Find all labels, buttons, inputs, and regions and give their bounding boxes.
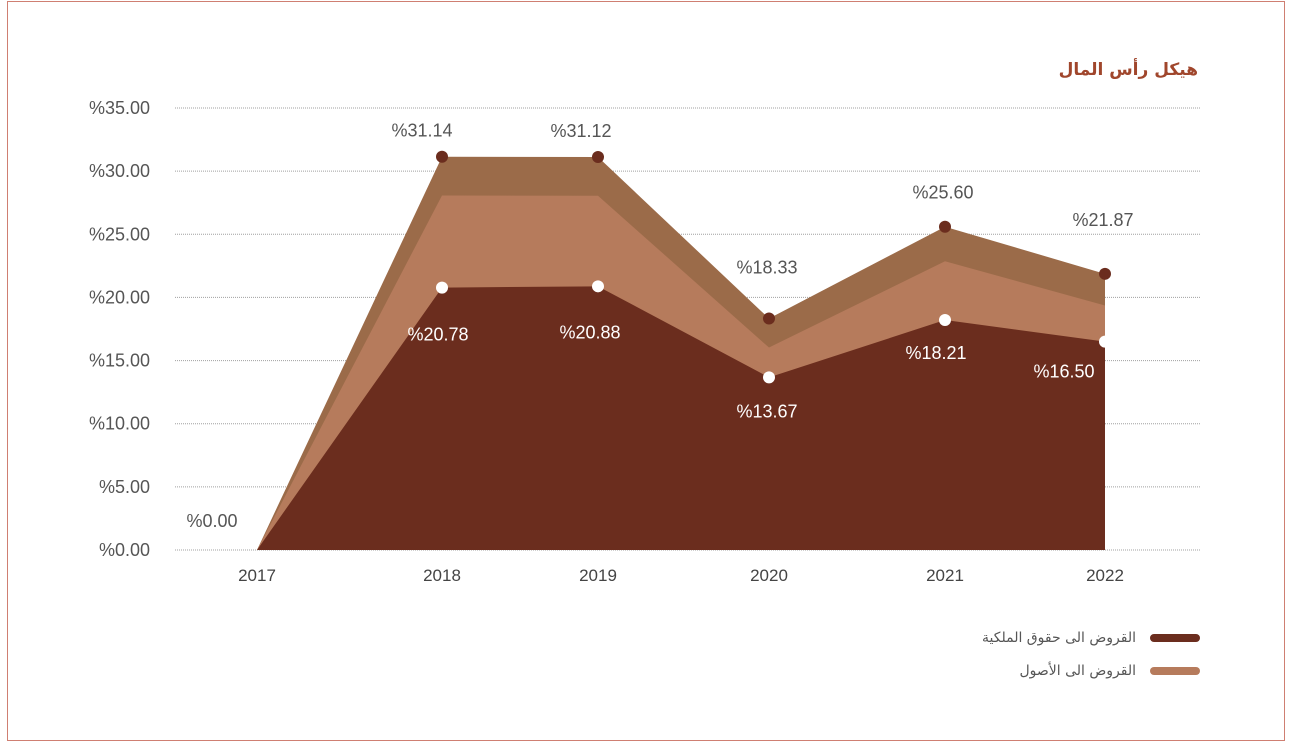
y-tick-label: %10.00: [89, 414, 150, 434]
legend-item-equity: القروض الى حقوق الملكية: [982, 630, 1200, 646]
data-label-equity: %31.12: [550, 121, 611, 141]
x-tick-label: 2018: [423, 566, 461, 585]
data-label-assets: %16.50: [1033, 362, 1094, 382]
x-tick-label: 2017: [238, 566, 276, 585]
legend-label-equity: القروض الى حقوق الملكية: [982, 630, 1136, 646]
legend-swatch-equity: [1150, 634, 1200, 642]
data-label-equity: %31.14: [391, 121, 452, 141]
y-tick-label: %15.00: [89, 351, 150, 371]
series-equity-point: [592, 150, 604, 163]
series-equity-point: [1099, 267, 1111, 280]
series-assets-point: [939, 314, 951, 327]
data-label-equity: %18.33: [736, 258, 797, 278]
series-equity-point: [763, 312, 775, 325]
series-assets-area: [257, 286, 1105, 550]
series-assets-point: [436, 281, 448, 294]
series-assets-point: [763, 371, 775, 384]
series-equity-point: [939, 220, 951, 233]
y-tick-label: %5.00: [99, 477, 150, 497]
data-label-equity: %0.00: [186, 511, 237, 531]
y-tick-label: %30.00: [89, 161, 150, 181]
y-tick-label: %20.00: [89, 287, 150, 307]
data-label-equity: %25.60: [912, 183, 973, 203]
data-label-assets: %20.88: [559, 322, 620, 342]
y-tick-label: %25.00: [89, 224, 150, 244]
data-label-assets: %18.21: [905, 343, 966, 363]
x-tick-label: 2020: [750, 566, 788, 585]
x-tick-label: 2021: [926, 566, 964, 585]
series-assets-point: [592, 280, 604, 293]
series-equity-point: [436, 150, 448, 163]
legend-label-assets: القروض الى الأصول: [1019, 663, 1136, 679]
series-assets-point: [1099, 335, 1111, 348]
legend-item-assets: القروض الى الأصول: [1019, 663, 1200, 679]
chart-title: هيكل رأس المال: [1058, 60, 1198, 80]
data-label-assets: %20.78: [407, 325, 468, 345]
x-tick-label: 2019: [579, 566, 617, 585]
y-tick-label: %0.00: [99, 540, 150, 560]
data-label-assets: %13.67: [736, 401, 797, 421]
legend-swatch-assets: [1150, 667, 1200, 675]
y-tick-label: %35.00: [89, 98, 150, 118]
data-label-equity: %21.87: [1072, 210, 1133, 230]
x-tick-label: 2022: [1086, 566, 1124, 585]
